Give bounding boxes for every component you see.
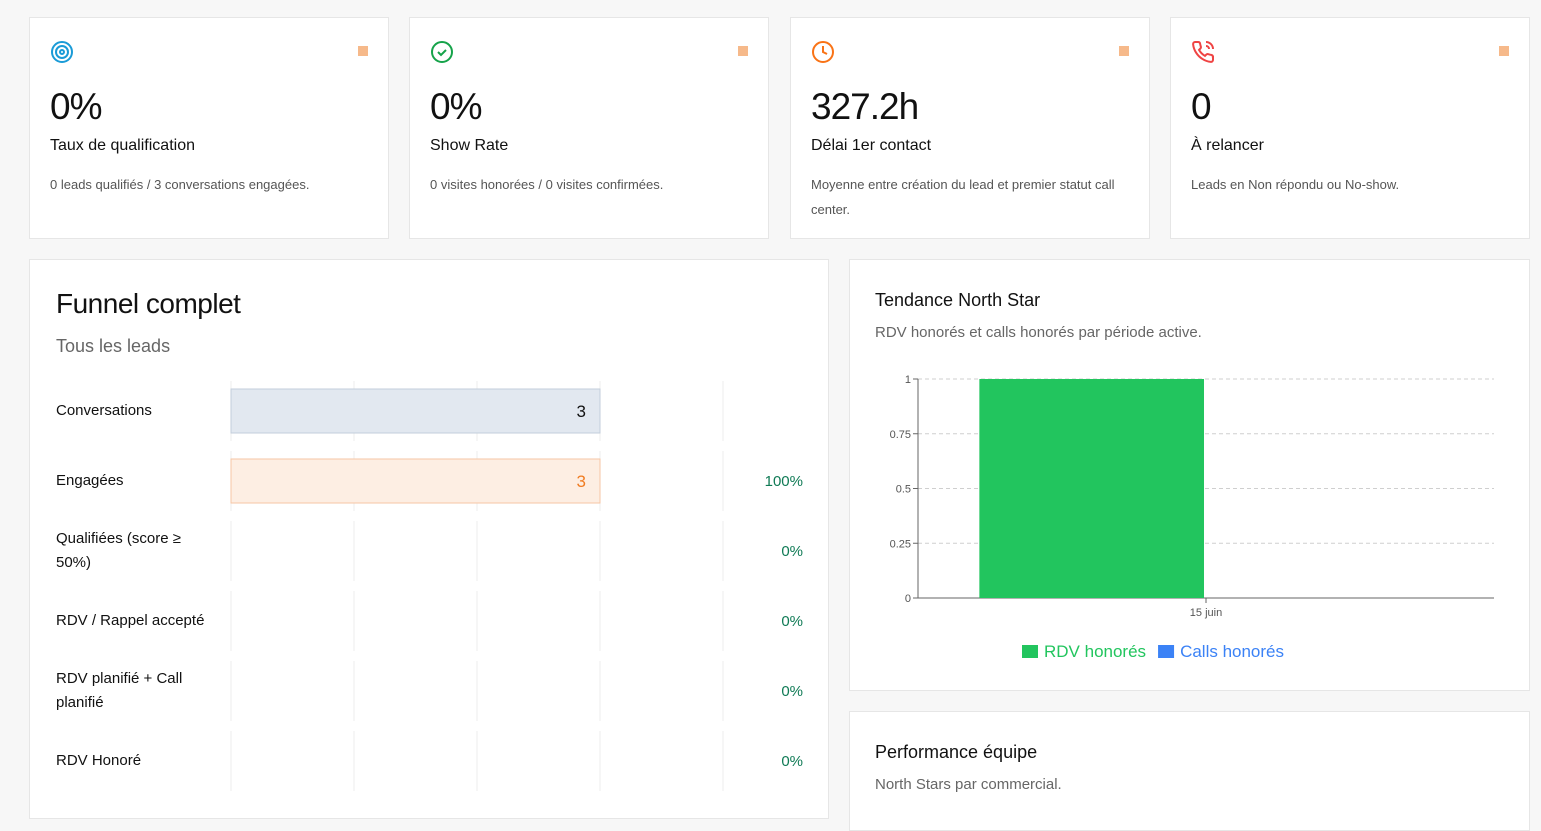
status-dot bbox=[1499, 46, 1509, 56]
kpi-detail: 0 visites honorées / 0 visites confirmée… bbox=[430, 177, 664, 192]
kpi-card: 327.2h Délai 1er contact Moyenne entre c… bbox=[790, 17, 1150, 239]
team-card: Performance équipe North Stars par comme… bbox=[849, 711, 1530, 831]
bar bbox=[979, 379, 1204, 598]
kpi-card: 0% Show Rate 0 visites honorées / 0 visi… bbox=[409, 17, 769, 239]
kpi-value: 0% bbox=[50, 86, 102, 127]
y-tick-label: 0.75 bbox=[890, 429, 911, 441]
status-dot bbox=[358, 46, 368, 56]
check-icon bbox=[431, 41, 453, 63]
kpi-card: 0 À relancer Leads en Non répondu ou No-… bbox=[1170, 17, 1530, 239]
row-label: Qualifiées (score ≥ 50%) bbox=[56, 530, 181, 571]
row-label: RDV / Rappel accepté bbox=[56, 612, 205, 629]
x-tick-label: 15 juin bbox=[1190, 607, 1222, 619]
row-label: Conversations bbox=[56, 402, 152, 419]
trend-chart: 0 0.25 0.5 0.75 1 15 juin RDV honorés Calls hon… bbox=[890, 374, 1494, 661]
y-tick-label: 0.5 bbox=[896, 484, 911, 496]
status-dot bbox=[738, 46, 748, 56]
trend-card: Tendance North Star RDV honorés et calls… bbox=[849, 259, 1530, 691]
status-dot bbox=[1119, 46, 1129, 56]
funnel-bar bbox=[230, 458, 601, 504]
kpi-label: À relancer bbox=[1191, 137, 1264, 154]
kpi-value: 0% bbox=[430, 86, 482, 127]
kpi-label: Taux de qualification bbox=[50, 137, 195, 154]
legend-label: Calls honorés bbox=[1180, 642, 1284, 661]
team-title: Performance équipe bbox=[875, 742, 1038, 762]
kpi-label: Délai 1er contact bbox=[811, 137, 932, 154]
kpi-card: 0% Taux de qualification 0 leads qualifi… bbox=[29, 17, 389, 239]
kpi-detail: Moyenne entre création du lead et premie… bbox=[811, 177, 1115, 217]
kpi-detail: Leads en Non répondu ou No-show. bbox=[1191, 177, 1400, 192]
conversion-rate: 0% bbox=[781, 752, 803, 770]
row-label: Engagées bbox=[56, 472, 124, 489]
legend-label: RDV honorés bbox=[1044, 642, 1146, 661]
kpi-label: Show Rate bbox=[430, 137, 509, 154]
y-tick-label: 0.25 bbox=[890, 538, 911, 550]
chart-title: Tendance North Star bbox=[875, 290, 1041, 310]
funnel-bar bbox=[230, 388, 601, 434]
conversion-rate: 0% bbox=[781, 542, 803, 560]
row-label: RDV planifié + Call planifié bbox=[56, 670, 183, 711]
legend-swatch bbox=[1022, 645, 1038, 658]
conversion-rate: 0% bbox=[781, 682, 803, 700]
bar-value: 3 bbox=[577, 402, 586, 421]
row-label: RDV Honoré bbox=[56, 752, 142, 769]
y-tick-label: 1 bbox=[905, 374, 911, 386]
chart-subtitle: RDV honorés et calls honorés par période… bbox=[875, 324, 1202, 341]
funnel-subtitle: Tous les leads bbox=[56, 336, 171, 356]
kpi-value: 327.2h bbox=[811, 86, 919, 127]
legend-swatch bbox=[1158, 645, 1175, 658]
funnel-title: Funnel complet bbox=[56, 288, 241, 319]
y-tick-label: 0 bbox=[905, 593, 911, 605]
team-subtitle: North Stars par commercial. bbox=[875, 776, 1062, 793]
conversion-rate: 100% bbox=[764, 472, 803, 490]
page: 0% Taux de qualification 0 leads qualifi… bbox=[29, 17, 1530, 831]
target-icon bbox=[51, 41, 73, 63]
bar-value: 3 bbox=[577, 472, 586, 491]
kpi-value: 0 bbox=[1191, 86, 1212, 127]
kpi-detail: 0 leads qualifiés / 3 conversations enga… bbox=[50, 177, 310, 192]
clock-icon bbox=[812, 41, 834, 63]
conversion-rate: 0% bbox=[781, 612, 803, 630]
phone-icon bbox=[1192, 40, 1215, 63]
funnel-chart: 33 bbox=[230, 381, 724, 791]
